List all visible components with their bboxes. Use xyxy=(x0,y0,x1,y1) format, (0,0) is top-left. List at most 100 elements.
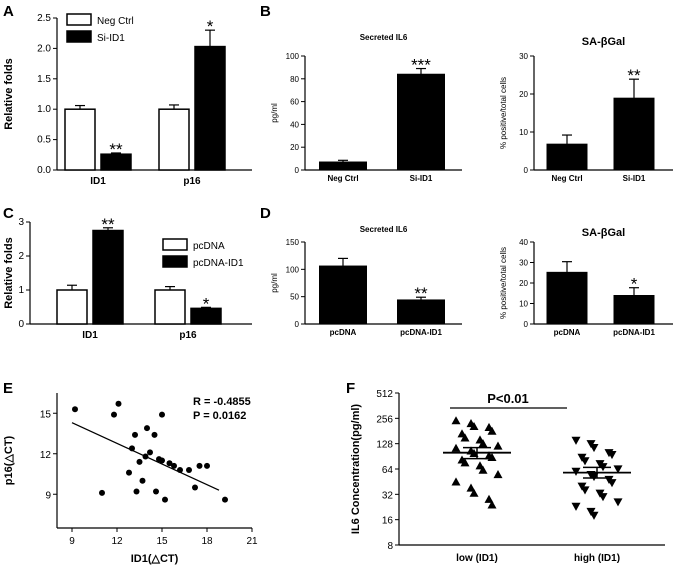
panel-e-data-point xyxy=(162,496,168,503)
panel-d-sagal-y-tick-label: 40 xyxy=(519,238,528,247)
panel-e-data-point xyxy=(153,488,159,495)
panel-d-il6-y-tick-label: 0 xyxy=(295,320,300,329)
panel-d-il6-y-tick-label: 150 xyxy=(286,238,300,247)
panel-c-y-tick-label: 2 xyxy=(18,251,24,262)
panel-a-legend-swatch xyxy=(66,30,92,43)
panel-c-legend: pcDNA pcDNA-ID1 xyxy=(162,238,244,269)
panel-b-il6-y-tick-label: 80 xyxy=(290,75,299,84)
panel-f-data-point xyxy=(613,465,623,474)
panel-a-y-tick-label: 1.0 xyxy=(37,104,51,115)
panel-f-data-point xyxy=(493,470,503,479)
panel-d-sagal-y-axis-title: % positive/total cells xyxy=(499,247,508,319)
panel-f-y-axis-title: IL6 Concentration(pg/ml) xyxy=(350,404,362,535)
panel-d-sagal-category-label: pcDNA-ID1 xyxy=(613,328,655,337)
panel-b-sagal-bar xyxy=(546,143,588,171)
panel-f-data-point xyxy=(469,421,479,431)
panel-e-y-tick-label: 9 xyxy=(45,490,51,501)
panel-f-y-tick-label: 512 xyxy=(376,389,393,400)
panel-f-data-point xyxy=(598,493,608,502)
panel-a-y-tick-label: 0.0 xyxy=(37,165,51,176)
panel-f-category-label: high (ID1) xyxy=(574,553,620,564)
panel-label-f: F xyxy=(346,380,355,397)
panel-label-e: E xyxy=(3,380,13,397)
panel-d-il6-y-tick-label: 100 xyxy=(286,265,300,274)
panel-e-stat-annotation: P = 0.0162 xyxy=(193,410,246,422)
panel-f-data-point xyxy=(478,439,488,448)
panel-b-il6-bars: Neg Ctrl Si-ID1 *** xyxy=(319,56,445,183)
panel-d-sagal-y-tick-label: 0 xyxy=(524,320,529,329)
panel-d-sagal-title: SA-βGal xyxy=(582,227,625,239)
panel-b-il6-title: Secreted IL6 xyxy=(360,33,408,42)
panel-e-data-point xyxy=(186,466,192,473)
panel-f-data-point xyxy=(484,494,494,503)
panel-a-category-label: p16 xyxy=(183,176,201,187)
panel-b-il6-significance-mark: *** xyxy=(411,56,431,75)
panel-e-x-tick-label: 9 xyxy=(69,536,75,547)
panel-b-sagal-y-tick-label: 0 xyxy=(524,166,529,175)
panel-a-bar-si-id1 xyxy=(194,45,226,171)
panel-f-y-tick-label: 16 xyxy=(382,516,394,527)
panel-d-il6-error-bar xyxy=(416,296,426,300)
panel-d-il6-y-axis-title: pg/ml xyxy=(270,273,279,293)
panel-d-il6-bars: pcDNA pcDNA-ID1 ** xyxy=(319,257,445,337)
panel-b-il6-error-bar xyxy=(416,67,426,75)
panel-c-bar-pcdna xyxy=(56,289,88,325)
panel-a-bar-neg-ctrl xyxy=(158,108,190,171)
panel-f-data-point xyxy=(589,443,599,453)
panel-e-x-tick-label: 15 xyxy=(156,536,168,547)
panel-e-data-point xyxy=(133,488,140,495)
panel-f-data-point xyxy=(607,450,617,460)
panel-f-data-point xyxy=(487,500,497,509)
panel-b-il6-error-bar xyxy=(338,159,348,163)
panel-e-data-point xyxy=(159,411,165,418)
panel-a-y-axis: 0.0 0.5 1.0 1.5 2.0 2.5 Relative folds xyxy=(3,13,252,176)
panel-e-data-point xyxy=(192,484,198,491)
panel-f-dotplot: 8 16 32 64 128 256 512 IL6 Concentration(pg/ml)… xyxy=(350,389,665,564)
panel-f-data-point xyxy=(466,483,476,492)
panel-e-data-point xyxy=(159,457,165,464)
panel-e-data-point xyxy=(144,425,150,432)
panel-e-data-point xyxy=(171,462,177,469)
panel-b-sagal-title: SA-βGal xyxy=(582,36,625,48)
panel-f-data-point xyxy=(607,479,617,488)
panel-f-data-point xyxy=(460,433,470,442)
panel-d-sagal-y-tick-label: 20 xyxy=(519,279,528,288)
panel-a-bar-neg-ctrl xyxy=(64,108,96,171)
panel-f-y-tick-label: 8 xyxy=(387,541,393,552)
panel-a-error-bar xyxy=(169,104,179,110)
panel-b-sagal-y-tick-label: 20 xyxy=(519,90,528,99)
panel-b-sagal-significance-mark: ** xyxy=(627,66,641,85)
panel-a-y-axis-title: Relative folds xyxy=(3,58,15,130)
panel-f-data-point xyxy=(451,443,461,452)
panel-c-legend-swatch xyxy=(162,255,188,268)
panel-a-error-bar xyxy=(111,152,121,155)
panel-e-y-tick-label: 15 xyxy=(40,409,52,420)
panel-e-x-axis-title: ID1(△CT) xyxy=(131,553,179,565)
panel-a-significance-mark: ** xyxy=(109,140,123,159)
panel-d-sagal-category-label: pcDNA xyxy=(554,328,581,337)
panel-e-data-point xyxy=(72,406,78,413)
panel-d-sagal-significance-mark: * xyxy=(631,275,638,294)
panel-d-il6-bar xyxy=(397,299,445,325)
panel-d-il6-bar xyxy=(319,265,367,325)
panel-a-y-tick-label: 1.5 xyxy=(37,74,51,85)
panel-d-sagal-error-bar xyxy=(562,261,572,273)
panel-a-y-tick-label: 2.0 xyxy=(37,43,51,54)
panel-e-data-point xyxy=(222,496,228,503)
panel-f-data-point xyxy=(571,436,581,445)
panel-c-category-label: p16 xyxy=(179,330,197,341)
panel-f-data-point xyxy=(613,498,623,507)
panel-a-category-label: ID1 xyxy=(90,176,106,187)
panel-b-sagal-category-label: Neg Ctrl xyxy=(551,174,582,183)
panel-d-sagal-y-tick-label: 10 xyxy=(519,300,528,309)
panel-f-data-point xyxy=(589,511,599,520)
panel-e-regression-line xyxy=(71,422,220,491)
panel-e-x-tick-label: 21 xyxy=(246,536,258,547)
panel-f-data-point xyxy=(469,488,479,497)
panel-d-il6-title: Secreted IL6 xyxy=(360,225,408,234)
panel-c-error-bar xyxy=(201,306,211,309)
panel-b-il6-y-tick-label: 60 xyxy=(290,98,299,107)
panel-a-error-bar xyxy=(75,104,85,110)
panel-c-y-tick-label: 3 xyxy=(18,217,24,228)
